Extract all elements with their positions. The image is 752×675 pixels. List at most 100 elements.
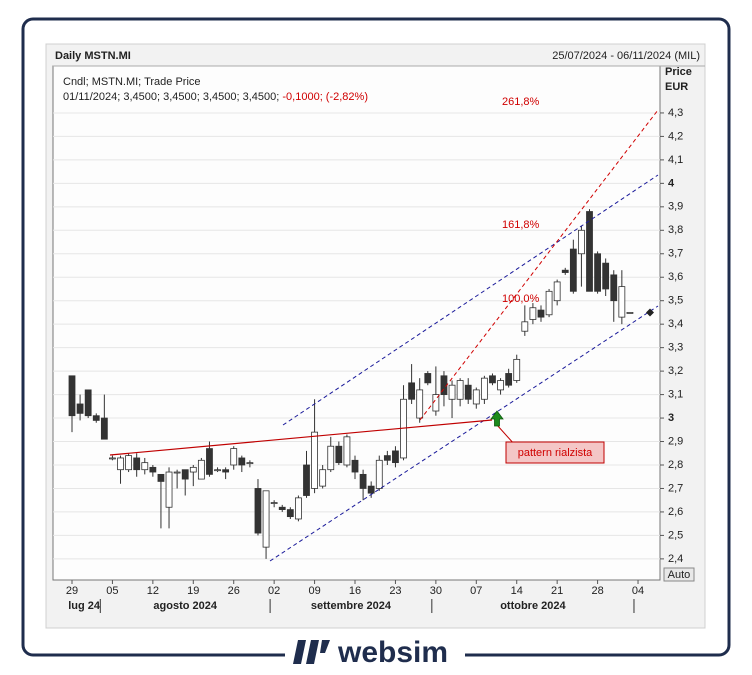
plot-area <box>52 65 661 581</box>
change: -0,1000; (-2,82%) <box>282 91 368 103</box>
x-group-label: settembre 2024 <box>311 600 392 612</box>
y-tick-label: 3,3 <box>668 342 683 354</box>
candle-body <box>359 473 367 489</box>
legend-quote: 01/11/2024; 3,4500; 3,4500; 3,4500; 3,45… <box>63 91 368 103</box>
y-tick-label: 4 <box>668 177 675 189</box>
x-tick-label: 16 <box>349 585 361 597</box>
candle-body <box>222 469 230 473</box>
y-tick-label: 3 <box>668 412 674 424</box>
candle-body <box>76 403 84 414</box>
y-tick-label: 3,7 <box>668 248 683 260</box>
candle-body <box>319 469 327 487</box>
candle-body <box>133 457 141 471</box>
candle-body <box>561 269 569 273</box>
candle-body <box>100 417 108 440</box>
candle-body <box>109 457 116 460</box>
candle-body <box>254 488 262 534</box>
candle-body <box>505 373 513 386</box>
x-tick-label: 14 <box>511 585 523 597</box>
fib-label: 261,8% <box>502 96 540 108</box>
candle-body <box>173 471 181 474</box>
candle-body <box>521 321 529 332</box>
candle-body <box>367 485 375 494</box>
x-tick-label: 12 <box>147 585 159 597</box>
candle-body <box>456 380 464 400</box>
y-tick-label: 2,9 <box>668 435 683 447</box>
callout-text: pattern rialzista <box>518 447 593 459</box>
x-tick-label: 28 <box>591 585 603 597</box>
candle-body <box>586 211 593 292</box>
y-tick-label: 3,2 <box>668 365 683 377</box>
trend-line <box>109 419 493 456</box>
candle-body <box>262 490 270 548</box>
y-tick-label: 4,3 <box>668 107 683 119</box>
x-tick-label: 29 <box>66 585 78 597</box>
y-tick-label: 2,5 <box>668 529 683 541</box>
candle-body <box>424 373 432 384</box>
last-price-marker <box>646 308 654 317</box>
candle-body <box>618 286 626 318</box>
candle-body <box>513 358 521 381</box>
candle-body <box>230 448 238 466</box>
x-tick-label: 04 <box>632 585 644 597</box>
candle-body <box>594 253 601 292</box>
x-tick-label: 02 <box>268 585 280 597</box>
candle-body <box>68 375 76 417</box>
y-tick-label: 3,5 <box>668 295 683 307</box>
candle-body <box>343 436 351 466</box>
y-tick-label: 3,9 <box>668 201 683 213</box>
date-range: 25/07/2024 - 06/11/2024 (MIL) <box>552 50 700 62</box>
candle-body <box>553 281 561 302</box>
candle-body <box>286 509 294 518</box>
x-tick-label: 19 <box>187 585 199 597</box>
candle-body <box>303 464 310 496</box>
candle-body <box>327 445 335 471</box>
candle-body <box>189 466 197 473</box>
candle-body <box>480 377 488 400</box>
candle-body <box>351 459 359 473</box>
logo-icon <box>293 640 330 664</box>
legend-series: Cndl; MSTN.MI; Trade Price <box>63 76 201 88</box>
candle-body <box>529 307 537 320</box>
candle-body <box>626 312 634 314</box>
x-group-label: ottobre 2024 <box>500 600 566 612</box>
candle-body <box>149 466 157 473</box>
candle-body <box>578 229 585 255</box>
candle-body <box>165 471 173 508</box>
candle-body <box>197 459 205 480</box>
candle-body <box>545 290 553 316</box>
candle-body <box>497 380 504 391</box>
x-tick-label: 23 <box>389 585 401 597</box>
candle-body <box>472 389 480 405</box>
candle-body <box>125 455 133 471</box>
candle-body <box>464 384 472 400</box>
candle-body <box>408 382 416 400</box>
y-tick-label: 2,4 <box>668 553 683 565</box>
candle-body <box>157 473 165 482</box>
logo-text: websim <box>337 636 448 669</box>
x-tick-label: 05 <box>106 585 118 597</box>
fib-label: 100,0% <box>502 293 540 305</box>
y-tick-label: 4,2 <box>668 130 683 142</box>
candle-body <box>181 469 189 480</box>
y-tick-label: 3,6 <box>668 271 683 283</box>
x-tick-label: 26 <box>228 585 240 597</box>
candle-body <box>295 497 302 520</box>
candle-body <box>214 469 221 472</box>
candle-body <box>610 274 618 302</box>
y-tick-label: 2,7 <box>668 482 683 494</box>
candle-body <box>246 462 254 465</box>
channel-lower <box>269 305 659 562</box>
fib-line <box>419 109 659 421</box>
auto-button[interactable] <box>663 567 695 582</box>
fib-label: 161,8% <box>502 219 540 231</box>
y-tick-label: 2,8 <box>668 459 683 471</box>
candle-body <box>84 389 92 417</box>
y-tick-label: 3,1 <box>668 388 683 400</box>
candle-body <box>335 445 343 464</box>
auto-label[interactable]: Auto <box>668 569 691 581</box>
y-tick-label: 4,1 <box>668 154 683 166</box>
candle-body <box>375 459 383 489</box>
candle-body <box>278 506 286 510</box>
